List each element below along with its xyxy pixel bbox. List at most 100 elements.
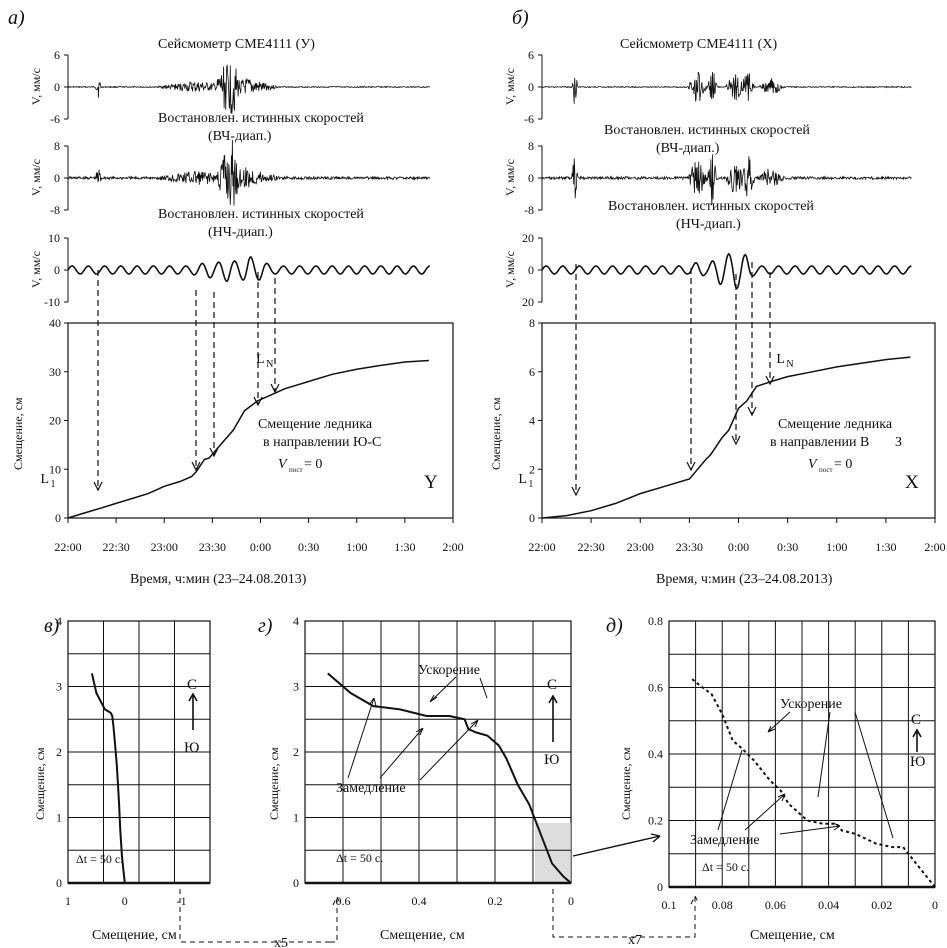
panel-b-annotation-2: в направлении В xyxy=(770,435,869,450)
v-ytick-label-3: 3 xyxy=(56,680,62,694)
dashed-arrow-head-b-disp-2 xyxy=(731,435,741,446)
b-disp-ytick-label-1: 2 xyxy=(529,462,535,476)
b-trace-1-ytick-label-2: -6 xyxy=(524,112,534,126)
a-disp-ytick-label-0: 0 xyxy=(55,511,61,525)
panel-b-trace2-title-2: (ВЧ-диап.) xyxy=(656,141,720,156)
b-trace-1-signal xyxy=(541,71,912,104)
a-trace-1-ytick-label-0: 6 xyxy=(54,48,60,62)
panel-d-decel-arrow-2 xyxy=(744,793,786,831)
panel-d-letter: д) xyxy=(606,615,623,637)
a-disp-ytick-label-2: 20 xyxy=(49,414,61,428)
d-ytick-label-3: 0.6 xyxy=(648,681,663,695)
b-disp-ytick-label-2: 4 xyxy=(529,414,535,428)
v-xtick-label-1: 0 xyxy=(122,894,128,908)
b-disp-xtick-label-3: 23:30 xyxy=(676,540,703,554)
a-disp-xtick-label-4: 0:00 xyxy=(250,540,271,554)
v-xtick-label-0: 1 xyxy=(65,894,71,908)
panel-v-xlabel: Смещение, см xyxy=(92,928,177,943)
scale-link-x5-line xyxy=(179,889,330,943)
panel-g-decel-label: Замедление xyxy=(336,781,406,796)
d-ytick-label-1: 0.2 xyxy=(648,814,663,828)
panel-g-plot: 0 1 2 3 4 0.6 0.4 0.2 0 xyxy=(293,614,574,908)
v-ytick-label-2: 2 xyxy=(56,745,62,759)
g-trajectory xyxy=(327,672,572,884)
v-xtick-label-2: -1 xyxy=(177,894,187,908)
scale-x7-label: x7 xyxy=(628,933,642,948)
a-disp-xtick-label-2: 23:00 xyxy=(151,540,178,554)
panel-d-dt: Δt = 50 с. xyxy=(702,860,749,874)
b-marker-0-sub: 1 xyxy=(528,479,533,490)
g-ytick-label-4: 4 xyxy=(293,614,299,628)
panel-a-annotation-v: V xyxy=(278,457,288,472)
scale-x5-label: x5 xyxy=(274,936,288,948)
panel-g: г) 0 1 2 3 4 0.6 0.4 0.2 0 Смещение, см Смещение… xyxy=(258,614,661,943)
d-xtick-label-0: 0.1 xyxy=(662,898,677,912)
g-xtick-label-1: 0.4 xyxy=(412,894,427,908)
panel-a-annotation-1: Смещение ледника xyxy=(258,417,373,432)
panel-g-decel-arrow-1 xyxy=(347,697,377,779)
panel-d-decel-label: Замедление xyxy=(690,833,760,848)
dashed-arrow-head-b-disp-1 xyxy=(686,461,696,472)
a-trace-3-signal xyxy=(67,255,431,282)
dashed-arrow-head-b-disp-3 xyxy=(747,406,757,417)
d-xtick-label-3: 0.04 xyxy=(818,898,839,912)
d-ytick-label-0: 0 xyxy=(657,880,663,894)
a-trace-3-ytick-label-2: -10 xyxy=(44,295,60,309)
b-disp-ytick-label-0: 0 xyxy=(529,511,535,525)
a-disp-line xyxy=(67,359,429,519)
b-trace-3-ytick-label-1: 0 xyxy=(528,263,534,277)
a-marker-0-label: L xyxy=(40,472,49,487)
d-xtick-label-5: 0 xyxy=(932,898,938,912)
panel-b: б) Сейсмометр СМЕ4111 (Х) Востановлен. и… xyxy=(489,7,946,587)
panel-b-trace3-title-2: (НЧ-диап.) xyxy=(676,217,741,232)
panel-d-compass-north: С xyxy=(911,712,921,728)
panel-d-accel-arrow-2 xyxy=(817,711,831,798)
panel-a-annotation-2: в направлении Ю-С xyxy=(263,435,381,450)
b-trace-2-ytick-label-1: 0 xyxy=(528,171,534,185)
a-trace-2-ytick-label-0: 8 xyxy=(54,139,60,153)
v-ytick-label-4: 4 xyxy=(56,614,62,628)
a-trace-2-ytick-label-2: -8 xyxy=(50,203,60,217)
dashed-arrow-head-a-disp-4 xyxy=(270,383,280,394)
b-disp-ytick-label-4: 8 xyxy=(529,316,535,330)
b-disp-xtick-label-6: 1:00 xyxy=(826,540,847,554)
v-trajectory xyxy=(90,673,126,884)
g-ytick-label-1: 1 xyxy=(293,811,299,825)
dashed-arrow-head-b-disp-0 xyxy=(571,486,581,497)
b-trace-2-ytick-label-2: -8 xyxy=(524,203,534,217)
g-ytick-label-0: 0 xyxy=(293,876,299,890)
panel-g-compass-south: Ю xyxy=(544,752,559,768)
dashed-arrow-head-a-disp-0 xyxy=(93,481,103,492)
b-trace-2-ylabel: V, мм/с xyxy=(503,159,517,196)
panel-g-to-d-arrow xyxy=(572,833,661,857)
a-trace-2-ytick-label-1: 0 xyxy=(54,171,60,185)
panel-b-annotation-zero: = 0 xyxy=(834,457,852,472)
panel-g-decel-arrow-3 xyxy=(419,719,479,781)
b-disp-xtick-label-4: 0:00 xyxy=(728,540,749,554)
panel-b-trace1-title: Сейсмометр СМЕ4111 (Х) xyxy=(620,37,777,52)
panel-a-trace2-title-1: Востановлен. истинных скоростей xyxy=(158,111,364,126)
d-xtick-label-1: 0.08 xyxy=(712,898,733,912)
panel-a-ylabel: Смещение, см xyxy=(11,397,25,470)
panel-b-corner-label: X xyxy=(905,472,919,493)
v-ytick-label-0: 0 xyxy=(56,876,62,890)
panel-v-compass-north: С xyxy=(187,677,197,693)
panel-g-north-arrow-icon xyxy=(548,694,558,742)
d-ytick-label-2: 0.4 xyxy=(648,747,663,761)
scale-links: x5 x7 xyxy=(179,889,700,948)
a-trace-3-ylabel: V, мм/с xyxy=(29,251,43,288)
panel-g-accel-arrow-1 xyxy=(429,676,457,703)
panel-a-annotation-sub: пост xyxy=(289,466,303,474)
b-disp-xtick-label-8: 2:00 xyxy=(924,540,945,554)
panel-b-trace3-title-1: Востановлен. истинных скоростей xyxy=(608,199,814,214)
panel-d-compass-south: Ю xyxy=(910,754,925,770)
b-marker-1-label: L xyxy=(776,352,785,367)
panel-b-trace2-title-1: Востановлен. истинных скоростей xyxy=(604,123,810,138)
dashed-arrow-head-a-disp-2 xyxy=(209,447,219,458)
panel-d-accel-label: Ускорение xyxy=(780,697,842,712)
a-disp-xtick-label-8: 2:00 xyxy=(442,540,463,554)
panel-b-annotation-v: V xyxy=(808,457,818,472)
a-disp-xtick-label-3: 23:30 xyxy=(199,540,226,554)
